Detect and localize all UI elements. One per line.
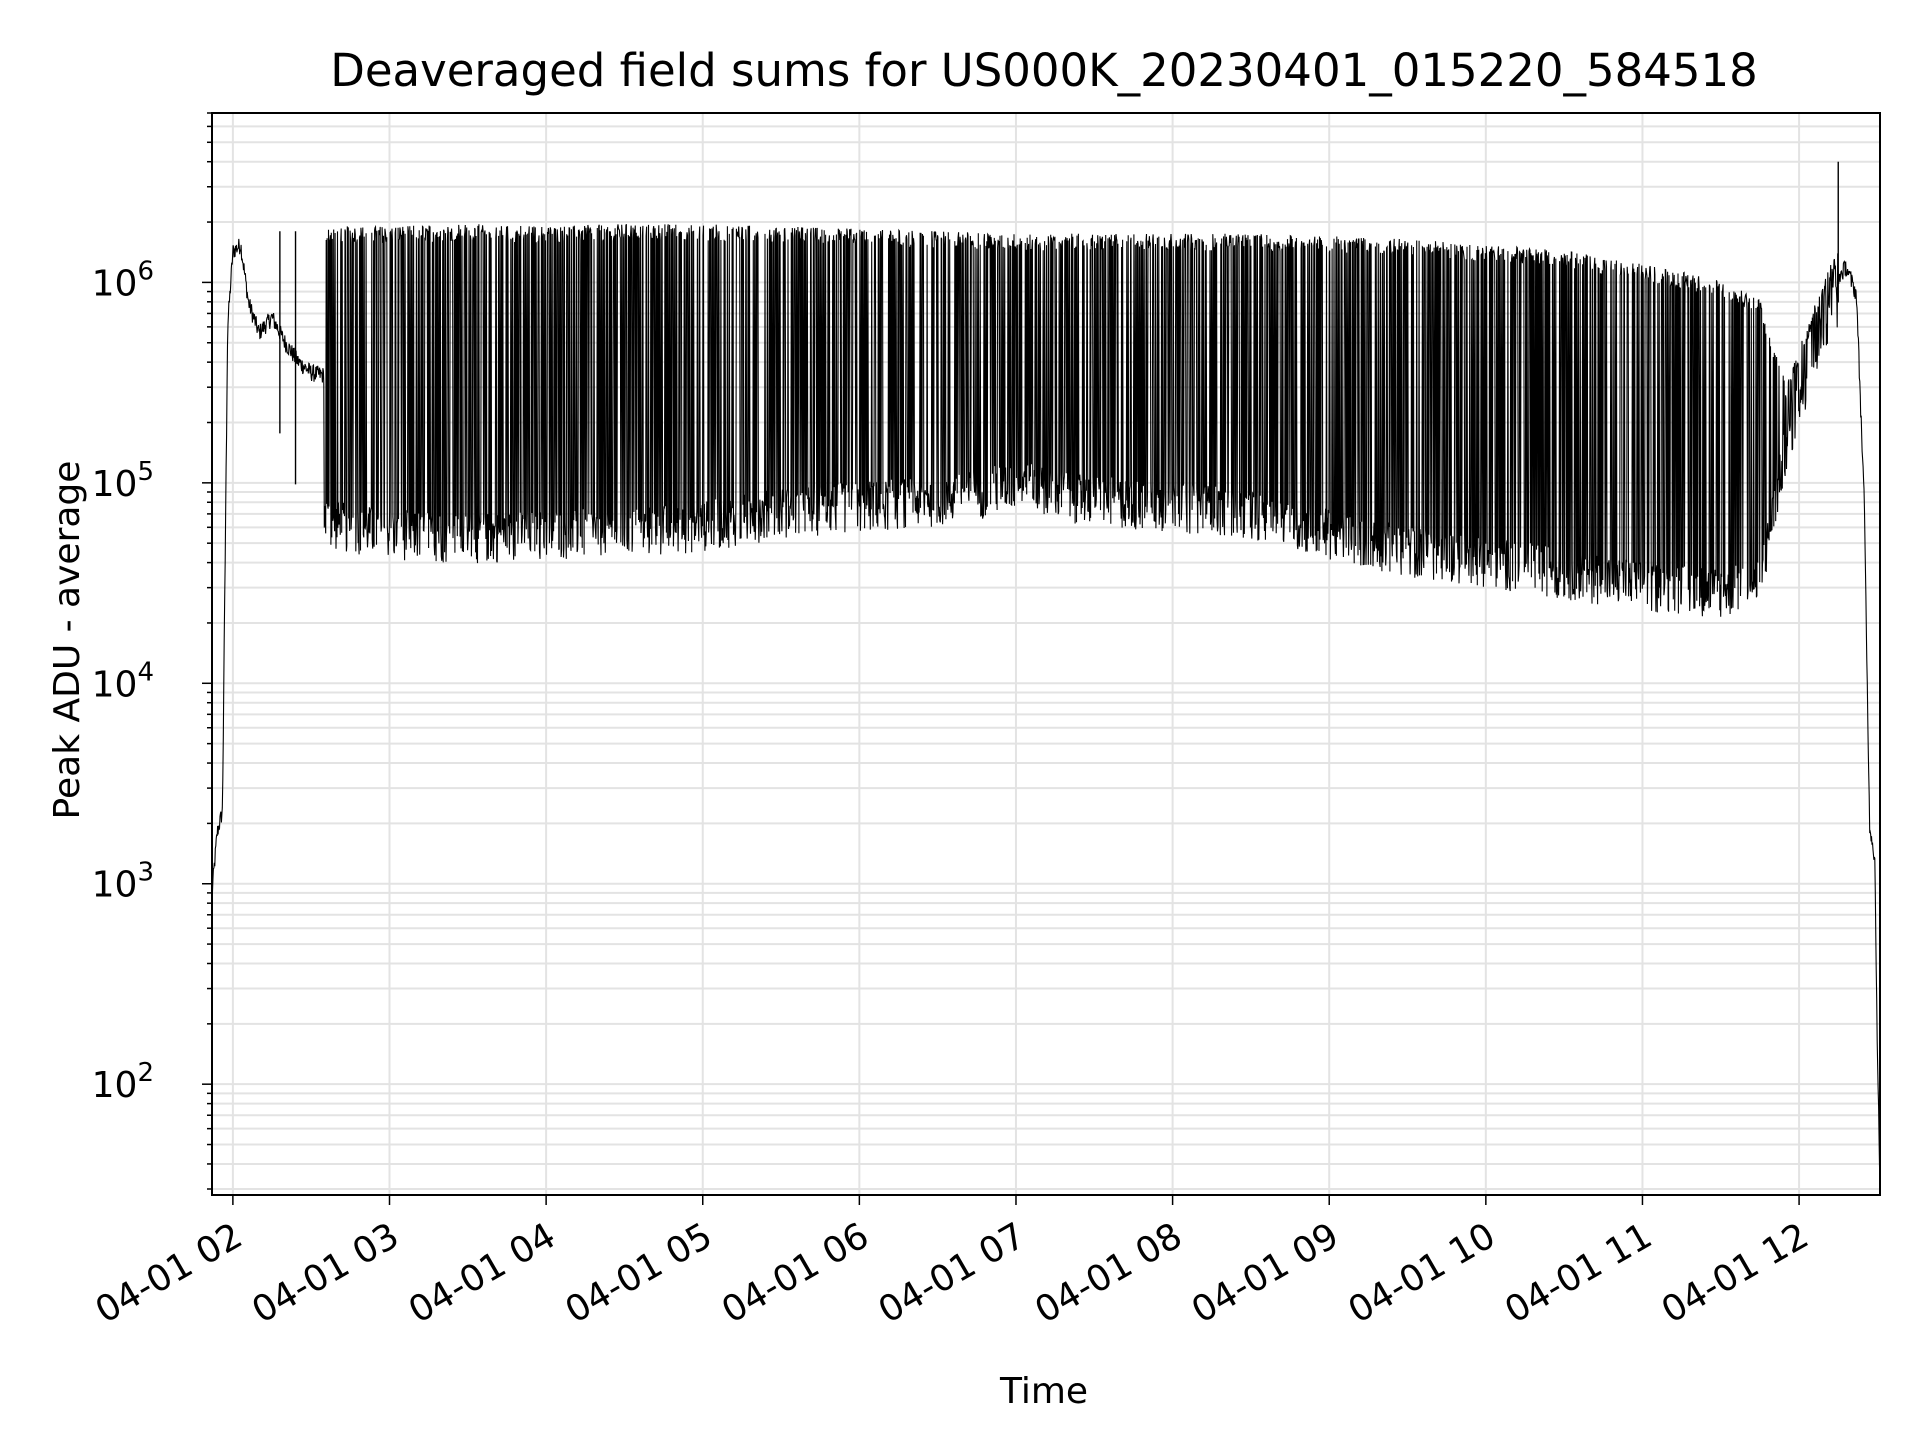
y-tick-label: 103: [92, 858, 154, 906]
x-axis-label: Time: [999, 1371, 1088, 1412]
axes-frame: [211, 112, 1881, 1196]
y-axis-label: Peak ADU - average: [47, 461, 88, 820]
chart-title: Deaveraged field sums for US000K_2023040…: [330, 44, 1758, 97]
y-tick-label: 104: [92, 657, 154, 705]
y-tick-label: 106: [92, 256, 154, 304]
series-line: [211, 223, 1881, 1189]
y-tick-label: 105: [92, 457, 154, 505]
y-tick-label: 102: [92, 1058, 154, 1106]
data-series: [211, 161, 1881, 1189]
